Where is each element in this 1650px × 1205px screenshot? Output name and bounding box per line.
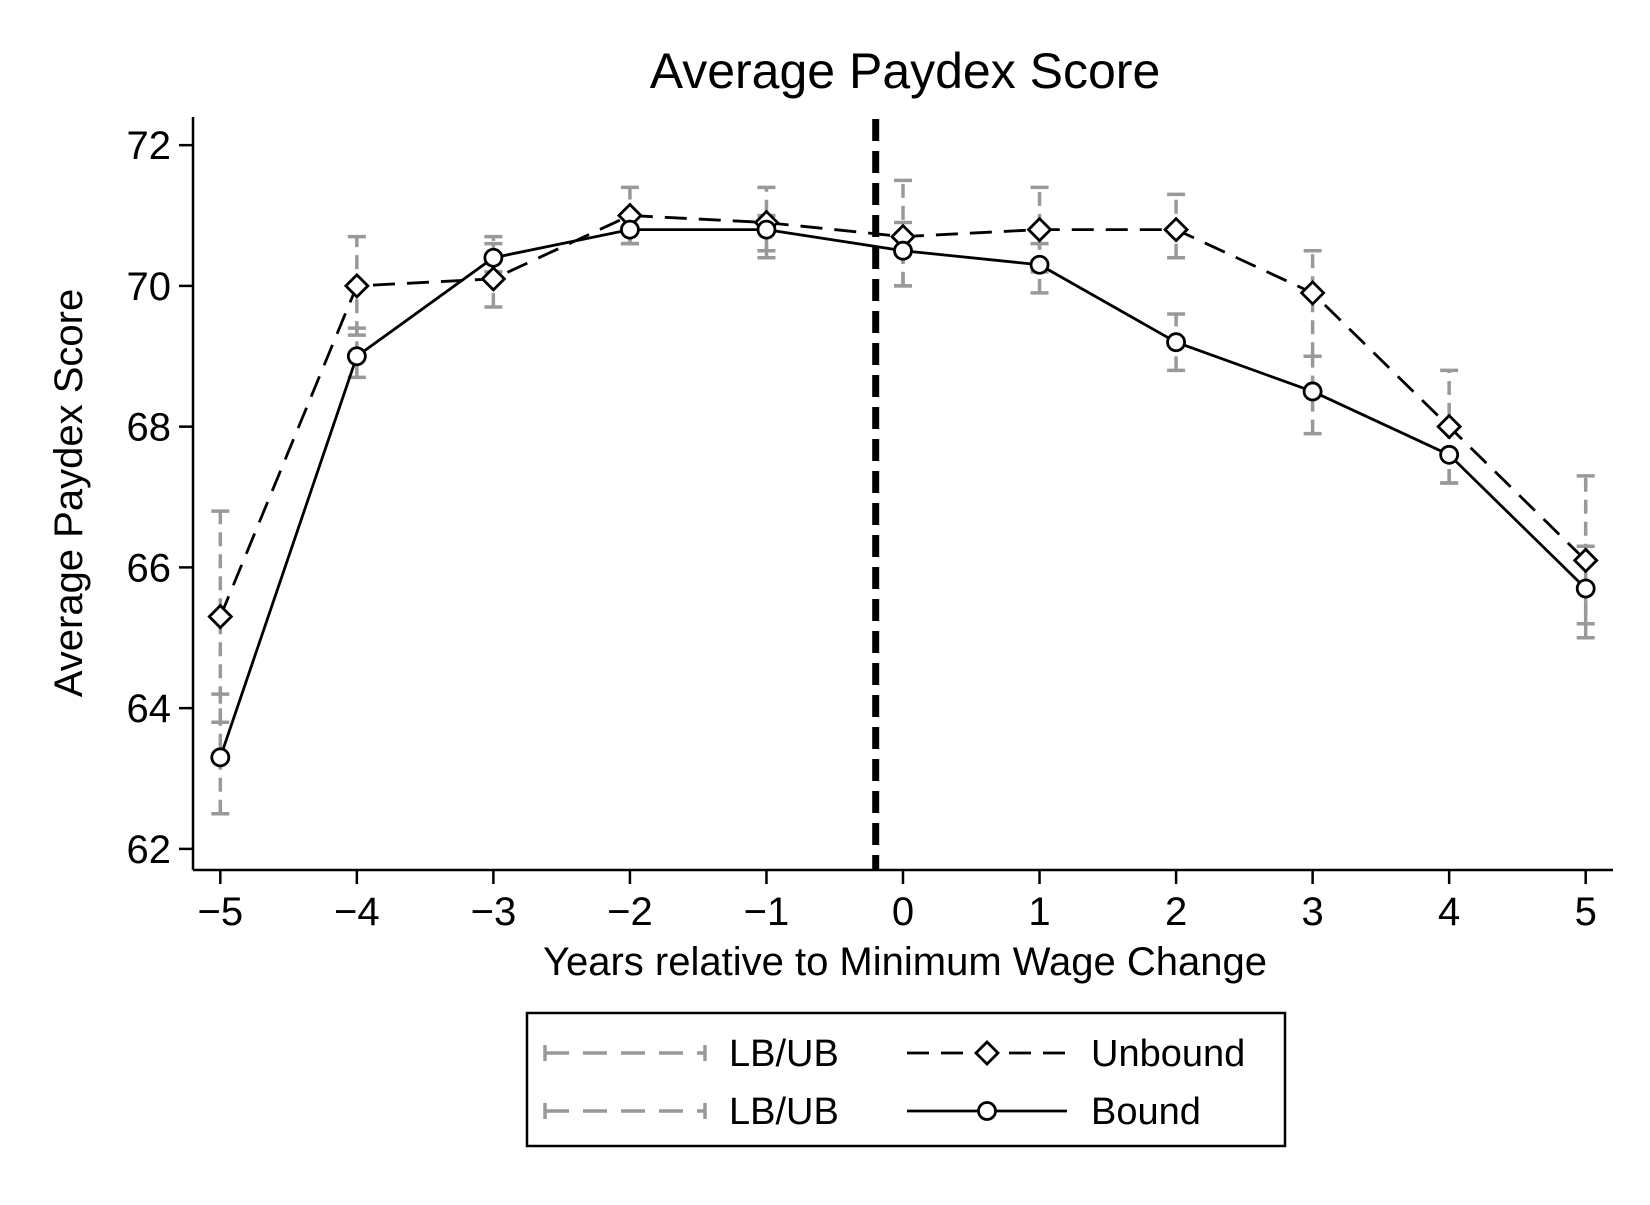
y-tick-label: 62 [127,828,172,872]
point-unbound [1163,216,1190,243]
point-unbound [207,603,234,630]
point-bound [1029,254,1050,275]
point-bound [1166,332,1186,353]
legend-circle-marker [977,1101,997,1121]
x-axis-ticks: −5 −4 −3 −2 −1 0 1 2 3 4 5 [198,870,1597,934]
point-bound [483,247,504,268]
x-tick-label: 2 [1165,890,1187,934]
y-axis-label: Average Paydex Score [47,289,91,697]
x-tick-label: −1 [744,890,790,934]
point-unbound [1436,413,1463,440]
x-tick-label: 4 [1438,890,1460,934]
point-unbound [1026,216,1053,243]
x-tick-label: −2 [607,890,653,934]
x-tick-label: −3 [471,890,517,934]
chart-title: Average Paydex Score [650,43,1161,99]
y-tick-label: 64 [127,687,172,731]
x-tick-label: 0 [892,890,914,934]
legend-label: Unbound [1091,1033,1245,1075]
y-tick-label: 72 [127,124,172,168]
point-bound [346,346,367,367]
legend-diamond-marker [974,1040,1000,1066]
error-bar-bound [211,692,230,816]
x-tick-label: 5 [1575,890,1597,934]
error-bars [211,178,1595,816]
x-tick-label: −5 [198,890,244,934]
legend-item: LB/UB [543,1033,839,1075]
point-unbound [1299,279,1326,306]
point-bound [1302,381,1323,402]
y-axis-ticks: 62 64 66 68 70 72 [127,124,193,872]
legend-label: LB/UB [729,1091,839,1133]
error-bar-bound [1303,354,1322,436]
y-tick-label: 70 [127,265,172,309]
point-bound [620,219,640,240]
series-lines [218,214,1587,758]
point-bound [1575,578,1596,599]
legend-item: Unbound [907,1033,1245,1075]
legend-box [525,1011,1287,1148]
point-unbound [343,272,370,299]
point-bound [893,240,913,261]
point-unbound [1572,547,1599,574]
point-unbound [480,265,507,292]
legend-item: LB/UB [543,1091,839,1133]
point-bound [210,747,231,768]
legend-label: LB/UB [729,1033,839,1075]
point-bound [1439,444,1460,465]
series-markers [207,202,1599,768]
x-tick-label: 3 [1301,890,1323,934]
legend-label: Bound [1091,1091,1201,1133]
y-tick-label: 68 [127,406,172,450]
series-line-bound [218,228,1587,758]
x-axis-label: Years relative to Minimum Wage Change [543,940,1267,984]
x-tick-label: 1 [1028,890,1050,934]
x-tick-label: −4 [334,890,380,934]
legend-item: Bound [907,1091,1201,1133]
point-bound [756,219,777,240]
legend: LB/UB Unbound LB/UB Bound [525,1011,1287,1148]
y-tick-label: 66 [127,546,172,590]
